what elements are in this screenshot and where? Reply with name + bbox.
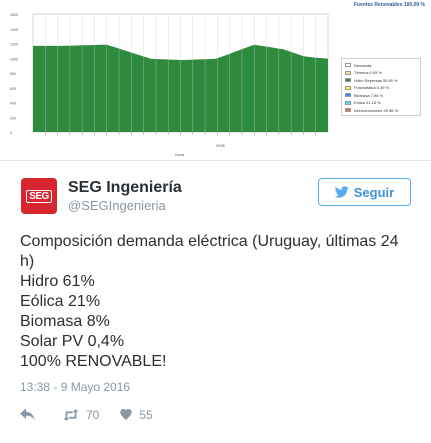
legend-label: Biomasa 7.96 % [354,92,384,98]
legend-label: Interconexiones 39.56 % [354,107,399,113]
legend-swatch [345,93,351,97]
heart-icon [120,409,133,421]
tweet-text-line: Biomasa 8% [20,313,110,330]
y-tick-label: 600 [10,87,16,91]
y-tick-label: 200 [10,116,16,120]
x-axis-label: Horas [175,153,185,157]
y-tick-label: 1200 [10,43,18,47]
legend-swatch [345,100,351,105]
follow-label: Seguir [353,184,395,200]
follow-button[interactable]: Seguir [318,178,411,206]
tweet-text-line: h) [20,253,35,270]
y-tick-label: 400 [10,102,16,106]
legend-label: Hidro Represas 30.69 % [354,77,398,83]
tweet-actions: 70 55 [20,406,173,424]
demand-line [33,40,329,59]
twitter-bird-icon [334,186,349,198]
legend-entry: Eólica 21.15 % [345,100,381,106]
retweet-count: 70 [86,408,100,422]
legend-entry: Demanda [345,62,371,68]
legend-swatch [345,63,351,67]
legend-label: Demanda [354,62,372,68]
embedded-chart-image: Fuentes Renovables 100,00 % 1600 1400 1200… [0,0,431,160]
reply-icon [20,408,35,421]
y-tick-label: 1400 [10,28,18,32]
legend-swatch [345,108,351,112]
reply-button[interactable] [20,408,42,422]
vertical-gridlines [45,14,316,132]
tweet-timestamp[interactable]: 13:38 - 9 Mayo 2016 [20,380,131,394]
legend-label: Térmica 0.05 % [354,70,383,75]
tweet-text-line: 100% RENOVABLE! [20,353,167,370]
legend-swatch [345,70,351,75]
like-button[interactable]: 55 [119,408,153,422]
legend-swatch [345,85,351,90]
display-name[interactable]: SEG Ingeniería [68,179,182,196]
stacked-area-chart: 1600 1400 1200 1000 800 600 400 200 0 Horas 09/0… [10,13,329,157]
like-count: 55 [139,408,153,422]
legend-label: Eólica 21.15 % [354,100,381,105]
y-tick-label: 800 [10,72,16,76]
legend-entry: Interconexiones 39.56 % [345,107,398,113]
y-tick-labels: 1600 1400 1200 1000 800 600 400 200 0 [10,13,18,135]
tweet-card: SEG SEG Ingeniería @SEGIngenieria Seguir… [0,160,431,443]
y-tick-label: 1600 [10,13,18,17]
legend-entry: Fotovoltaica 0.39 % [345,85,389,91]
tweet-text-line: Eólica 21% [20,293,101,310]
tweet-text-line: Solar PV 0,4% [20,333,125,350]
legend-entry: Térmica 0.05 % [345,70,382,76]
legend-entry: Biomasa 7.96 % [345,92,383,98]
x-axis-sublabel: 09/05 [216,144,225,148]
legend-swatch [345,78,351,82]
legend-label: Fotovoltaica 0.39 % [354,85,390,90]
legend-entry: Hidro Represas 30.69 % [345,77,398,83]
chart-legend: Demanda Térmica 0.05 % Hidro Represas 30.6… [341,58,421,116]
y-tick-label: 0 [10,131,12,135]
avatar[interactable]: SEG [21,178,57,214]
avatar-logo-text: SEG [26,189,52,203]
tweet-text: Composición demanda eléctrica (Uruguay, … [20,232,415,372]
tweet-text-line: Composición demanda eléctrica (Uruguay, … [20,233,399,250]
x-tick-marks [45,132,316,135]
y-tick-label: 1000 [10,57,18,61]
chart-top-label: Fuentes Renovables 100,00 % [353,2,425,8]
user-handle[interactable]: @SEGIngenieria [68,198,166,213]
tweet-text-line: Hidro 61% [20,273,95,290]
retweet-icon [63,409,79,421]
retweet-button[interactable]: 70 [62,408,99,422]
